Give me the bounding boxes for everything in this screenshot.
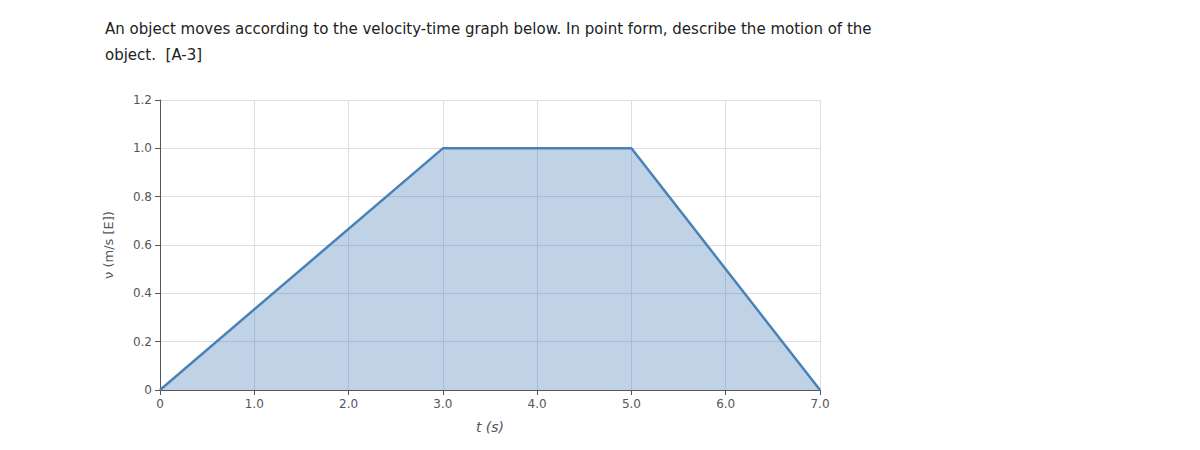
svg-text:6.0: 6.0 [716, 397, 735, 411]
svg-text:0: 0 [156, 397, 164, 411]
svg-text:0: 0 [144, 383, 152, 397]
svg-text:An object moves according to t: An object moves according to the velocit… [105, 20, 872, 38]
svg-text:0.6: 0.6 [133, 238, 152, 252]
svg-text:1.0: 1.0 [133, 141, 152, 155]
svg-text:7.0: 7.0 [810, 397, 829, 411]
svg-text:1.0: 1.0 [245, 397, 264, 411]
svg-text:5.0: 5.0 [622, 397, 641, 411]
svg-text:0.4: 0.4 [133, 286, 152, 300]
svg-text:4.0: 4.0 [528, 397, 547, 411]
svg-text:0.8: 0.8 [133, 190, 152, 204]
svg-text:object. [A-3]: object. [A-3] [105, 46, 202, 64]
svg-text:2.0: 2.0 [339, 397, 358, 411]
svg-text:0.2: 0.2 [133, 335, 152, 349]
svg-text:3.0: 3.0 [433, 397, 452, 411]
svg-text:t (s): t (s) [476, 419, 504, 435]
svg-text:ν (m/s [E]): ν (m/s [E]) [101, 211, 116, 279]
svg-text:1.2: 1.2 [133, 93, 152, 107]
